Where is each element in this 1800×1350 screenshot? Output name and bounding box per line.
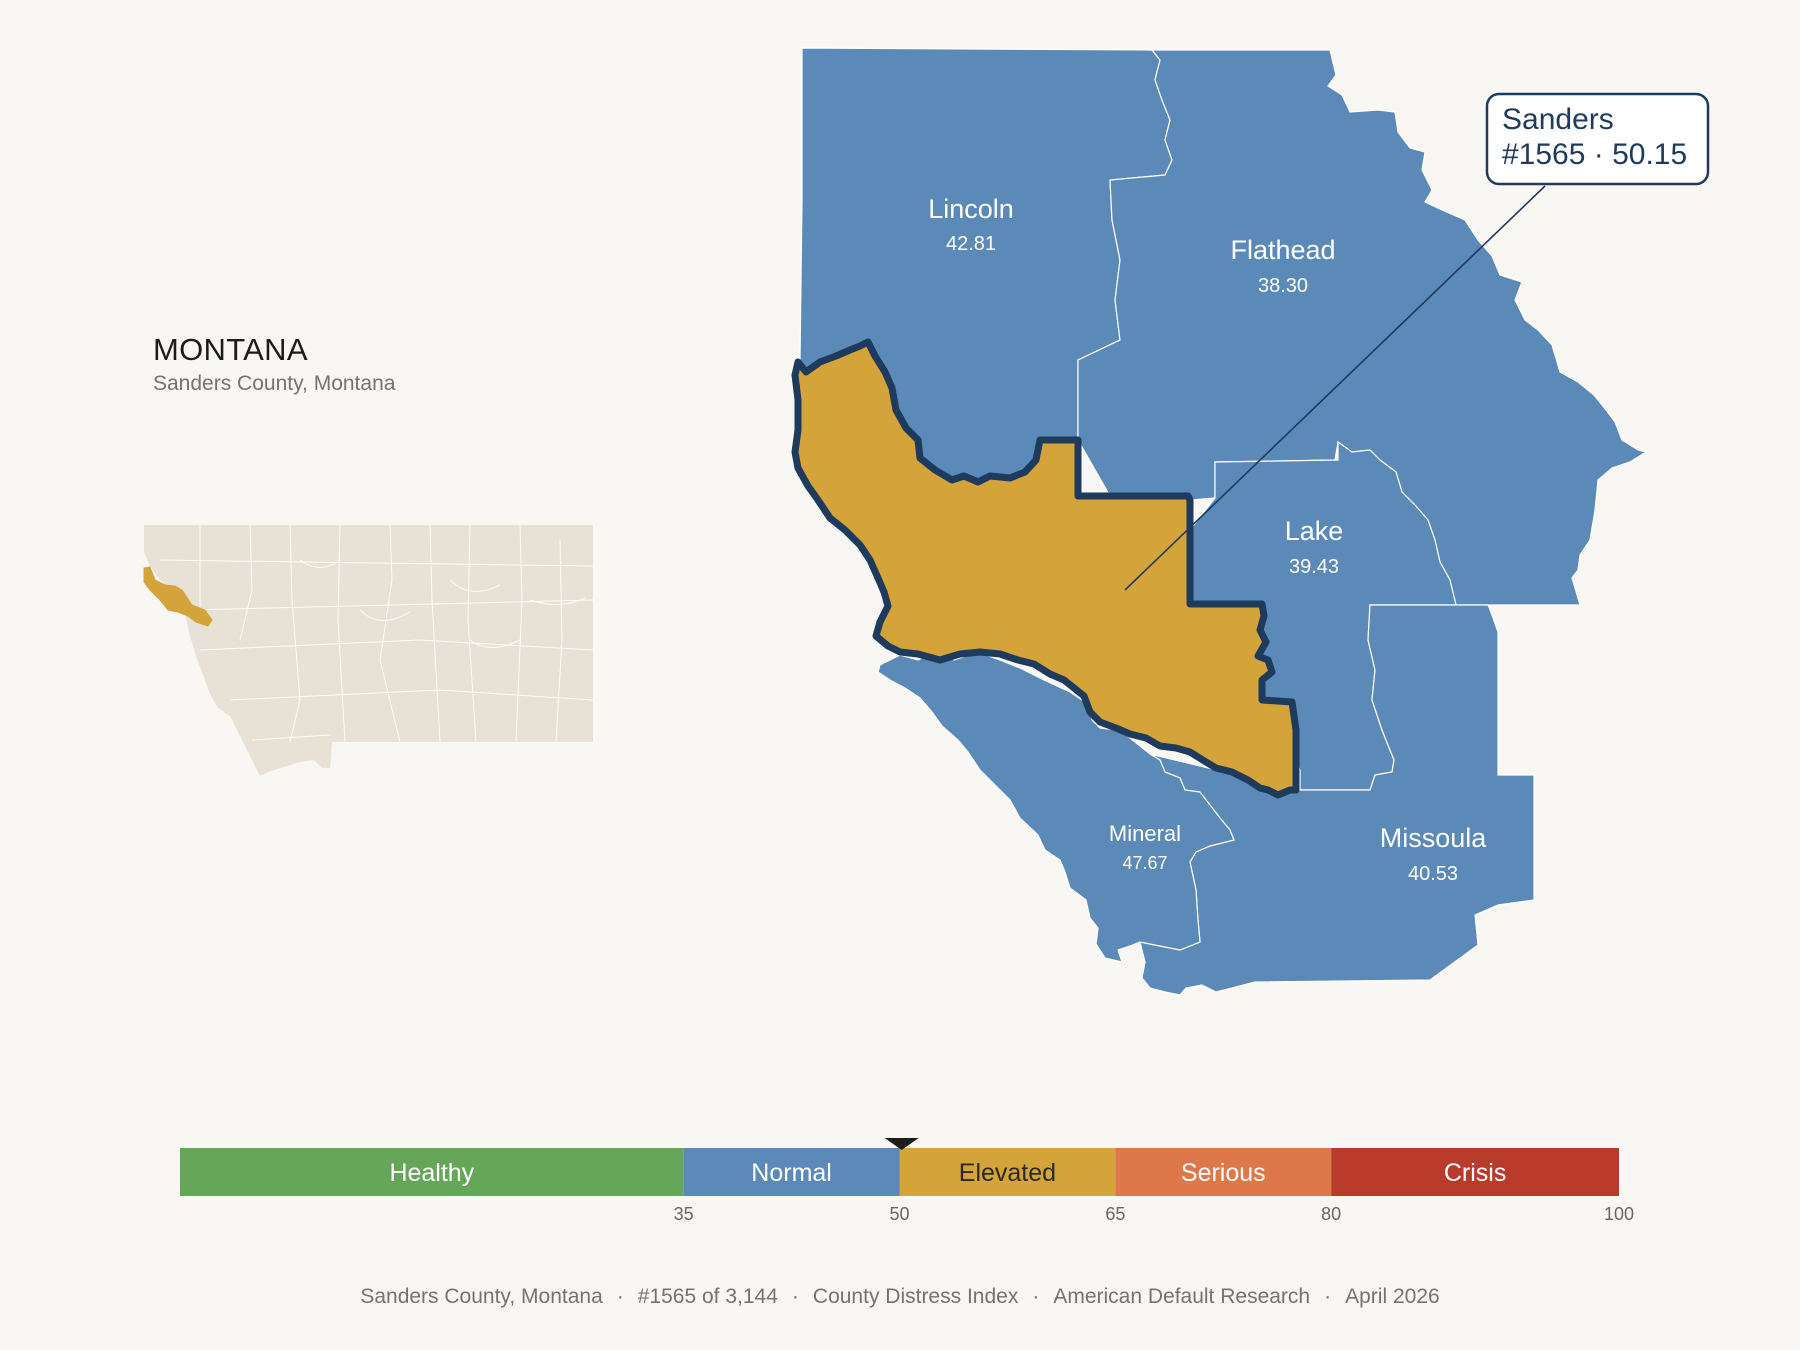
scale-tick-label: 65: [1105, 1204, 1125, 1224]
footer-date: April 2026: [1345, 1285, 1440, 1308]
scale-band-normal: [683, 1148, 900, 1196]
footer-county: Sanders County, Montana: [360, 1285, 603, 1308]
scale-band-elevated: [899, 1148, 1116, 1196]
county-score-lincoln: 42.81: [946, 233, 996, 255]
county-label-lake: Lake: [1285, 516, 1344, 546]
county-label-lincoln: Lincoln: [928, 194, 1014, 224]
scale-tick-label: 80: [1321, 1204, 1341, 1224]
county-score-mineral: 47.67: [1122, 853, 1167, 873]
callout-rank-score: #1565 · 50.15: [1502, 138, 1687, 171]
scale-band-healthy: [180, 1148, 684, 1196]
callout-box: [1485, 92, 1710, 186]
scale-band-label-healthy: Healthy: [389, 1159, 474, 1187]
callout-leader-line: [1124, 185, 1546, 591]
scale-tick-label: 50: [889, 1204, 909, 1224]
county-label-flathead: Flathead: [1230, 235, 1335, 265]
footer: Sanders County, Montana · #1565 of 3,144 · C…: [360, 1285, 1440, 1308]
scale-tick-label: 35: [674, 1204, 694, 1224]
scale-tick-label: 100: [1604, 1204, 1634, 1224]
state-subtitle: Sanders County, Montana: [153, 372, 396, 395]
county-sanders[interactable]: [791, 338, 1300, 799]
scale-band-crisis: [1331, 1148, 1619, 1196]
scale-band-serious: [1115, 1148, 1332, 1196]
scale-band-label-serious: Serious: [1181, 1159, 1266, 1187]
footer-index: County Distress Index: [812, 1285, 1019, 1308]
footer-rank: #1565 of 3,144: [637, 1285, 778, 1308]
county-flathead[interactable]: [1077, 49, 1648, 606]
county-score-flathead: 38.30: [1258, 275, 1308, 297]
scale-marker-triangle: [884, 1138, 919, 1150]
scale-band-label-normal: Normal: [751, 1159, 832, 1187]
scale-band-label-elevated: Elevated: [959, 1159, 1056, 1187]
state-title: MONTANA: [153, 332, 308, 367]
footer-org: American Default Research: [1053, 1285, 1311, 1308]
callout-county-name: Sanders: [1502, 103, 1614, 136]
scale-band-label-crisis: Crisis: [1444, 1159, 1507, 1187]
county-label-missoula: Missoula: [1380, 823, 1488, 853]
county-score-missoula: 40.53: [1408, 863, 1458, 885]
county-label-mineral: Mineral: [1109, 821, 1181, 846]
county-score-lake: 39.43: [1289, 556, 1339, 578]
